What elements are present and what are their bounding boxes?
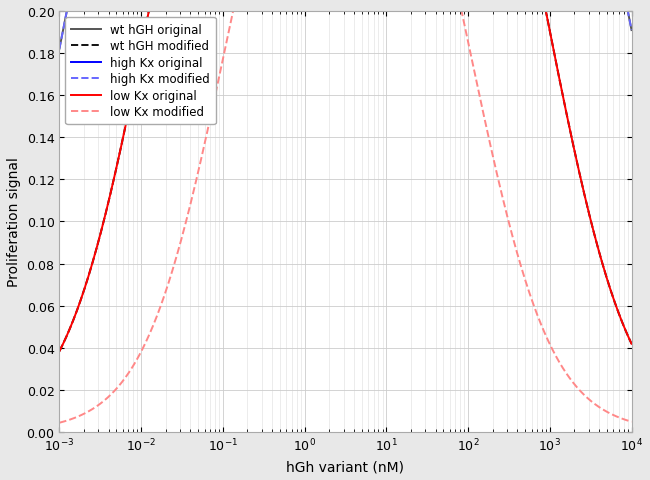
wt hGH modified bbox=[628, 341, 636, 347]
low Kx modified bbox=[555, 359, 563, 364]
low Kx modified bbox=[617, 415, 625, 421]
Line: wt hGH modified: wt hGH modified bbox=[59, 0, 632, 351]
Line: low Kx modified: low Kx modified bbox=[59, 0, 632, 423]
low Kx modified bbox=[155, 309, 162, 315]
low Kx original bbox=[55, 348, 63, 354]
high Kx modified bbox=[55, 47, 63, 53]
X-axis label: hGh variant (nM): hGh variant (nM) bbox=[287, 459, 404, 473]
Legend: wt hGH original, wt hGH modified, high Kx original, high Kx modified, low Kx ori: wt hGH original, wt hGH modified, high K… bbox=[65, 18, 216, 125]
wt hGH modified bbox=[617, 315, 625, 321]
low Kx original bbox=[121, 128, 129, 134]
wt hGH original bbox=[628, 28, 636, 34]
low Kx original bbox=[628, 341, 636, 347]
low Kx original bbox=[617, 315, 625, 321]
low Kx modified bbox=[55, 420, 63, 426]
wt hGH modified bbox=[121, 128, 129, 134]
low Kx modified bbox=[121, 376, 129, 382]
high Kx modified bbox=[628, 28, 636, 34]
low Kx original bbox=[555, 74, 563, 80]
low Kx modified bbox=[628, 419, 636, 425]
Y-axis label: Proliferation signal: Proliferation signal bbox=[7, 157, 21, 287]
wt hGH modified bbox=[55, 348, 63, 354]
wt hGH modified bbox=[555, 74, 563, 80]
Line: low Kx original: low Kx original bbox=[59, 0, 632, 351]
wt hGH original bbox=[55, 47, 63, 53]
Line: high Kx modified: high Kx modified bbox=[59, 0, 632, 50]
Line: wt hGH original: wt hGH original bbox=[59, 0, 632, 50]
